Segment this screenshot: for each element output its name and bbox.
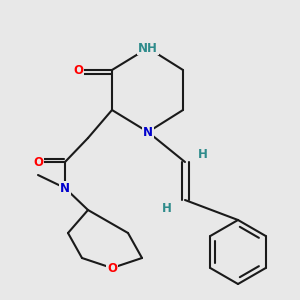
Text: N: N xyxy=(143,125,153,139)
Text: NH: NH xyxy=(138,41,158,55)
Text: O: O xyxy=(107,262,117,275)
Text: H: H xyxy=(162,202,172,214)
Text: N: N xyxy=(60,182,70,194)
Text: H: H xyxy=(198,148,208,160)
Text: O: O xyxy=(73,64,83,76)
Text: O: O xyxy=(33,155,43,169)
